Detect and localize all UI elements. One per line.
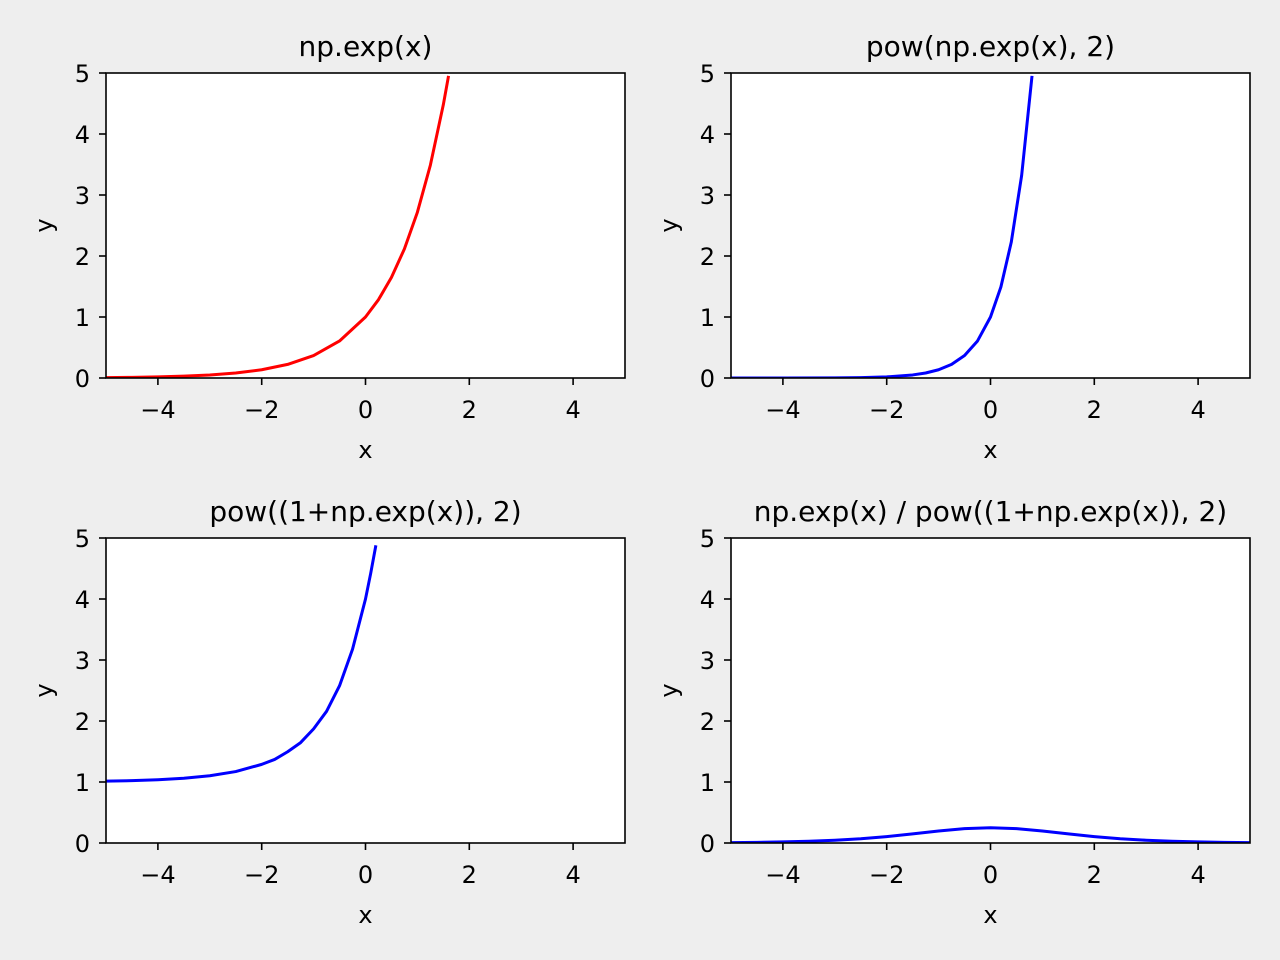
x-axis-label: x	[983, 436, 997, 464]
y-tick-label: 2	[700, 708, 715, 736]
series-line	[106, 75, 451, 378]
subplot-title: pow((1+np.exp(x)), 2)	[209, 495, 521, 528]
subplot-title: pow(np.exp(x), 2)	[866, 30, 1115, 63]
y-tick-label: 4	[700, 121, 715, 149]
subplot-title: np.exp(x)	[299, 30, 433, 63]
x-tick-label: 0	[358, 861, 373, 889]
series-line	[106, 545, 378, 783]
plot-area	[106, 538, 625, 843]
x-axis-label: x	[983, 901, 997, 929]
y-tick-label: 3	[75, 182, 90, 210]
x-axis-label: x	[358, 436, 372, 464]
x-tick-label: −2	[869, 861, 904, 889]
x-tick-label: 2	[462, 861, 477, 889]
series-line	[731, 826, 1250, 843]
subplot-4: np.exp(x) / pow((1+np.exp(x)), 2) x y −4…	[655, 495, 1251, 929]
y-axis-label: y	[655, 218, 683, 232]
x-tick-label: 0	[358, 396, 373, 424]
y-axis-label: y	[655, 683, 683, 697]
y-tick-label: 2	[75, 708, 90, 736]
plot-area	[731, 73, 1250, 378]
y-axis-label: y	[30, 683, 58, 697]
y-tick-label: 3	[75, 647, 90, 675]
y-tick-label: 2	[75, 243, 90, 271]
x-tick-label: 2	[462, 396, 477, 424]
subplot-3: pow((1+np.exp(x)), 2) x y −4 −2 0 2 4 0 1 2 3 4 5	[30, 495, 626, 929]
x-tick-label: 4	[565, 861, 580, 889]
y-tick-label: 5	[700, 60, 715, 88]
x-axis-label: x	[358, 901, 372, 929]
y-tick-label: 4	[700, 586, 715, 614]
subplot-2: pow(np.exp(x), 2) x y −4 −2 0 2 4 0 1 2 3 4 5	[655, 30, 1251, 464]
x-tick-label: 2	[1087, 396, 1102, 424]
x-tick-label: 0	[983, 396, 998, 424]
x-tick-label: 4	[565, 396, 580, 424]
x-tick-label: 2	[1087, 861, 1102, 889]
x-tick-label: −4	[140, 861, 175, 889]
y-tick-label: 0	[75, 830, 90, 858]
subplot-title: np.exp(x) / pow((1+np.exp(x)), 2)	[754, 495, 1227, 528]
plot-area	[106, 73, 625, 378]
x-tick-label: 4	[1190, 861, 1205, 889]
x-tick-label: −4	[140, 396, 175, 424]
y-tick-label: 3	[700, 647, 715, 675]
x-tick-label: 0	[983, 861, 998, 889]
y-axis-label: y	[30, 218, 58, 232]
x-tick-label: 4	[1190, 396, 1205, 424]
y-tick-label: 1	[700, 304, 715, 332]
y-tick-label: 2	[700, 243, 715, 271]
y-tick-label: 0	[75, 365, 90, 393]
y-tick-label: 5	[700, 525, 715, 553]
x-tick-label: −2	[869, 396, 904, 424]
y-tick-label: 3	[700, 182, 715, 210]
y-tick-label: 0	[700, 830, 715, 858]
x-tick-label: −2	[244, 861, 279, 889]
y-tick-label: 5	[75, 60, 90, 88]
x-tick-label: −4	[765, 396, 800, 424]
plot-area	[731, 538, 1250, 843]
y-tick-label: 4	[75, 586, 90, 614]
y-tick-label: 1	[75, 304, 90, 332]
x-tick-label: −2	[244, 396, 279, 424]
y-tick-label: 0	[700, 365, 715, 393]
y-tick-label: 4	[75, 121, 90, 149]
x-tick-label: −4	[765, 861, 800, 889]
y-tick-label: 1	[75, 769, 90, 797]
y-tick-label: 1	[700, 769, 715, 797]
y-tick-label: 5	[75, 525, 90, 553]
subplot-1: np.exp(x) x y −4 −2 0 2 4 0 1 2 3 4 5	[30, 30, 626, 464]
